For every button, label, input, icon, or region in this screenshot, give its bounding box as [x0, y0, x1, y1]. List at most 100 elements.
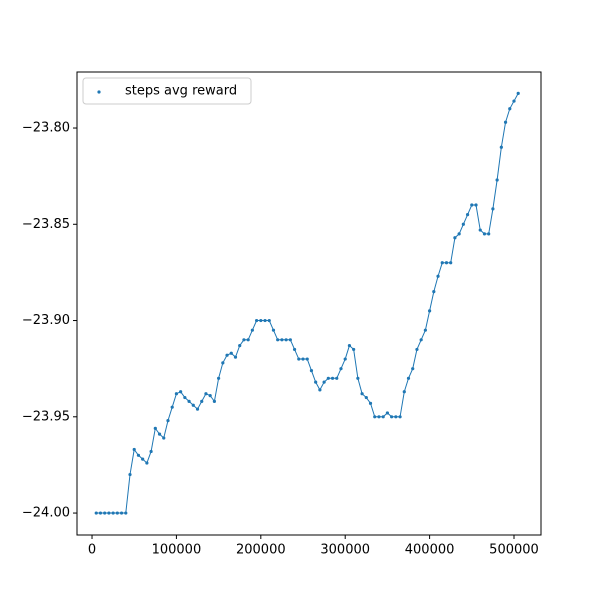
point: [301, 357, 305, 361]
point: [292, 347, 297, 352]
point: [444, 261, 449, 265]
point: [204, 392, 208, 396]
point: [166, 419, 170, 423]
y-tick-label: −23.90: [22, 313, 70, 328]
point: [297, 357, 301, 361]
point: [141, 457, 145, 461]
point: [487, 232, 491, 236]
point: [263, 318, 267, 323]
point: [419, 338, 423, 342]
point: [132, 447, 136, 452]
point: [406, 376, 411, 380]
point: [128, 472, 132, 477]
point: [394, 415, 398, 419]
point: [461, 222, 465, 226]
point: [432, 290, 436, 294]
point: [119, 511, 124, 515]
point: [491, 207, 495, 211]
point: [98, 511, 103, 515]
point: [427, 309, 432, 313]
point: [157, 432, 162, 436]
point: [390, 415, 394, 419]
x-tick-label: 100000: [152, 543, 202, 558]
legend-marker: [97, 90, 101, 94]
point: [103, 511, 107, 515]
x-tick-label: 500000: [489, 543, 539, 558]
legend-label: steps avg reward: [125, 84, 237, 99]
point: [347, 343, 352, 348]
point: [271, 328, 276, 332]
point: [208, 394, 212, 398]
point: [162, 436, 166, 440]
point: [385, 411, 390, 415]
y-tick-label: −23.95: [22, 409, 70, 424]
point: [440, 261, 444, 265]
point: [411, 367, 415, 371]
point: [373, 415, 377, 419]
point: [356, 376, 360, 380]
point: [229, 351, 233, 355]
point: [107, 511, 111, 515]
x-tick-label: 200000: [236, 543, 286, 558]
point: [453, 236, 457, 240]
point: [238, 343, 242, 348]
point: [364, 395, 368, 400]
point: [318, 388, 322, 392]
point: [217, 376, 221, 380]
series-line: [96, 93, 519, 514]
point: [280, 338, 284, 342]
point: [250, 328, 254, 332]
point: [242, 338, 246, 342]
point: [465, 213, 470, 217]
point: [415, 347, 419, 352]
point: [183, 395, 187, 400]
point: [221, 361, 225, 365]
point: [153, 426, 157, 430]
point: [305, 357, 309, 361]
point: [179, 390, 183, 394]
point: [314, 380, 318, 384]
point: [233, 355, 238, 359]
point: [402, 390, 406, 394]
point: [335, 376, 339, 380]
y-tick-label: −24.00: [22, 506, 70, 521]
point: [449, 261, 453, 265]
y-tick-label: −23.80: [22, 121, 70, 136]
point: [474, 203, 478, 207]
point: [339, 367, 343, 371]
point: [124, 511, 128, 515]
point: [191, 403, 195, 407]
point: [259, 318, 263, 323]
point: [398, 415, 402, 419]
point: [276, 338, 280, 342]
point: [225, 353, 229, 357]
point: [212, 399, 216, 403]
x-tick-label: 400000: [405, 543, 455, 558]
plot-frame: [76, 71, 542, 536]
point: [115, 511, 119, 515]
point: [368, 401, 373, 405]
point: [284, 338, 288, 342]
point: [360, 392, 364, 396]
y-tick-label: −23.85: [22, 217, 70, 232]
point: [516, 91, 520, 95]
point: [136, 453, 141, 457]
point: [174, 392, 179, 396]
point: [512, 99, 516, 103]
legend-box: [82, 77, 252, 105]
point: [381, 415, 385, 419]
point: [499, 145, 503, 149]
point: [309, 368, 314, 373]
point: [170, 405, 174, 409]
point: [254, 318, 259, 323]
point: [495, 178, 499, 182]
point: [503, 120, 508, 124]
x-tick-label: 300000: [320, 543, 370, 558]
point: [288, 338, 292, 342]
point: [436, 274, 440, 278]
point: [352, 347, 356, 352]
point: [149, 449, 153, 454]
point: [482, 232, 487, 236]
point: [267, 318, 271, 323]
